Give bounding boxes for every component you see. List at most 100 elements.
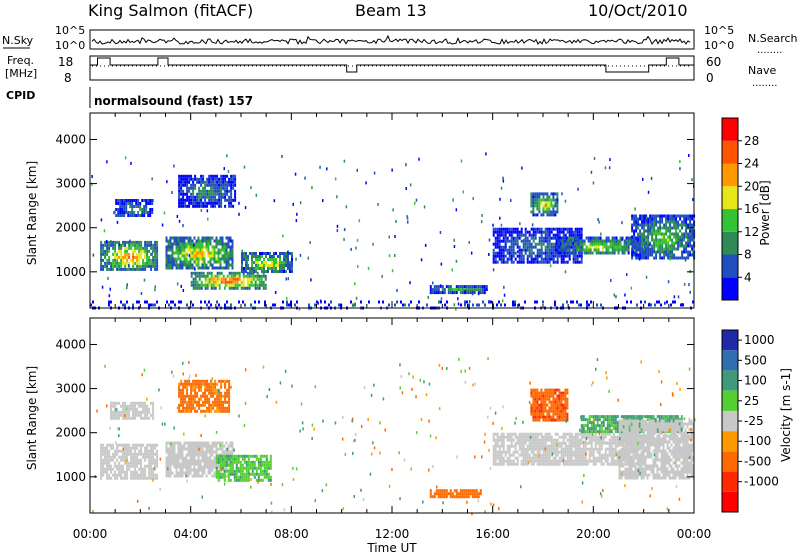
velocity-cell bbox=[600, 432, 603, 436]
velocity-cell bbox=[592, 447, 595, 451]
power-cell bbox=[200, 177, 203, 181]
power-cell bbox=[271, 264, 273, 267]
power-cell bbox=[534, 201, 537, 205]
velocity-cell bbox=[532, 444, 535, 448]
velocity-cell bbox=[616, 435, 619, 439]
velocity-cell bbox=[165, 465, 168, 469]
power-cell bbox=[518, 257, 521, 261]
velocity-cell bbox=[224, 394, 227, 398]
velocity-cell bbox=[261, 454, 264, 458]
velocity-cell bbox=[512, 432, 515, 436]
power-cell bbox=[180, 183, 183, 187]
velocity-cell bbox=[554, 450, 557, 454]
velocity-cell bbox=[229, 463, 232, 467]
velocity-cell bbox=[192, 394, 195, 398]
power-cell bbox=[215, 257, 218, 261]
power-cell bbox=[291, 261, 293, 264]
power-cell bbox=[663, 214, 666, 218]
velocity-cell bbox=[570, 456, 573, 460]
velocity-cell bbox=[198, 400, 201, 404]
velocity-cell bbox=[610, 456, 613, 460]
velocity-cell bbox=[524, 453, 527, 457]
power-cell bbox=[673, 247, 676, 251]
power-cell bbox=[667, 217, 670, 221]
velocity-cell bbox=[534, 453, 537, 457]
velocity-cell bbox=[148, 470, 151, 474]
velocity-cell bbox=[142, 470, 145, 474]
power-cell bbox=[463, 285, 466, 289]
power-cell bbox=[687, 223, 690, 227]
velocity-cell bbox=[528, 447, 531, 451]
power-cell bbox=[208, 183, 211, 187]
velocity-cell bbox=[217, 462, 220, 466]
power-cell bbox=[534, 236, 537, 240]
power-cell bbox=[169, 260, 172, 264]
power-cell bbox=[206, 274, 209, 278]
power-cell bbox=[673, 241, 676, 245]
power-cell bbox=[165, 236, 168, 240]
power-scatter-point bbox=[311, 186, 313, 190]
power-cell bbox=[135, 199, 138, 202]
power-cell bbox=[230, 274, 233, 278]
velocity-cell bbox=[546, 415, 549, 419]
power-cell bbox=[216, 201, 219, 205]
power-cell bbox=[122, 261, 125, 265]
velocity-cell bbox=[538, 418, 541, 422]
power-cell bbox=[129, 211, 132, 214]
power-cell bbox=[193, 260, 196, 264]
velocity-cell bbox=[178, 385, 181, 389]
velocity-cell bbox=[584, 441, 587, 445]
power-cell bbox=[687, 241, 690, 245]
power-cell bbox=[273, 255, 275, 258]
velocity-cell bbox=[132, 413, 135, 417]
power-cell bbox=[641, 232, 644, 236]
power-scatter-point bbox=[503, 293, 506, 297]
velocity-cell bbox=[604, 435, 607, 439]
velocity-cell bbox=[564, 388, 567, 392]
power-scatter-point bbox=[388, 235, 390, 239]
power-cell bbox=[136, 261, 139, 265]
power-cell bbox=[131, 205, 134, 208]
velocity-cell bbox=[214, 379, 217, 383]
velocity-cell bbox=[532, 438, 535, 442]
velocity-cell bbox=[154, 446, 157, 450]
velocity-cell bbox=[195, 459, 198, 463]
power-cell bbox=[530, 242, 533, 246]
power-scatter-point bbox=[354, 302, 356, 306]
power-cell bbox=[148, 243, 151, 247]
velocity-cell bbox=[189, 444, 192, 448]
power-cell bbox=[206, 286, 209, 290]
power-scatter-point bbox=[604, 166, 607, 170]
velocity-cell bbox=[526, 456, 529, 460]
velocity-cell bbox=[558, 459, 561, 463]
power-cell bbox=[578, 260, 581, 264]
velocity-cell bbox=[552, 438, 555, 442]
power-cell bbox=[681, 256, 684, 260]
velocity-cell bbox=[608, 438, 611, 442]
power-scatter-point bbox=[126, 283, 128, 287]
velocity-cell bbox=[126, 467, 129, 471]
velocity-cell bbox=[185, 441, 188, 445]
velocity-cell bbox=[596, 456, 599, 460]
velocity-cell bbox=[182, 403, 185, 407]
velocity-cell bbox=[211, 450, 214, 454]
power-cell bbox=[231, 242, 234, 246]
velocity-cell bbox=[534, 418, 537, 422]
power-cell bbox=[583, 251, 586, 255]
velocity-cell bbox=[255, 457, 258, 461]
velocity-cell bbox=[205, 459, 208, 463]
power-cell bbox=[254, 277, 257, 281]
power-cell bbox=[667, 244, 670, 248]
power-cell bbox=[211, 236, 214, 240]
velocity-cell bbox=[223, 450, 226, 454]
velocity-cell bbox=[156, 476, 159, 480]
velocity-cell bbox=[185, 465, 188, 469]
power-cell bbox=[571, 236, 574, 240]
velocity-cell bbox=[193, 441, 196, 445]
power-cell bbox=[132, 240, 135, 244]
velocity-cell bbox=[116, 416, 119, 420]
velocity-cell bbox=[532, 415, 535, 419]
power-cell bbox=[683, 247, 686, 251]
velocity-cell bbox=[538, 432, 541, 436]
velocity-cell bbox=[544, 409, 547, 413]
